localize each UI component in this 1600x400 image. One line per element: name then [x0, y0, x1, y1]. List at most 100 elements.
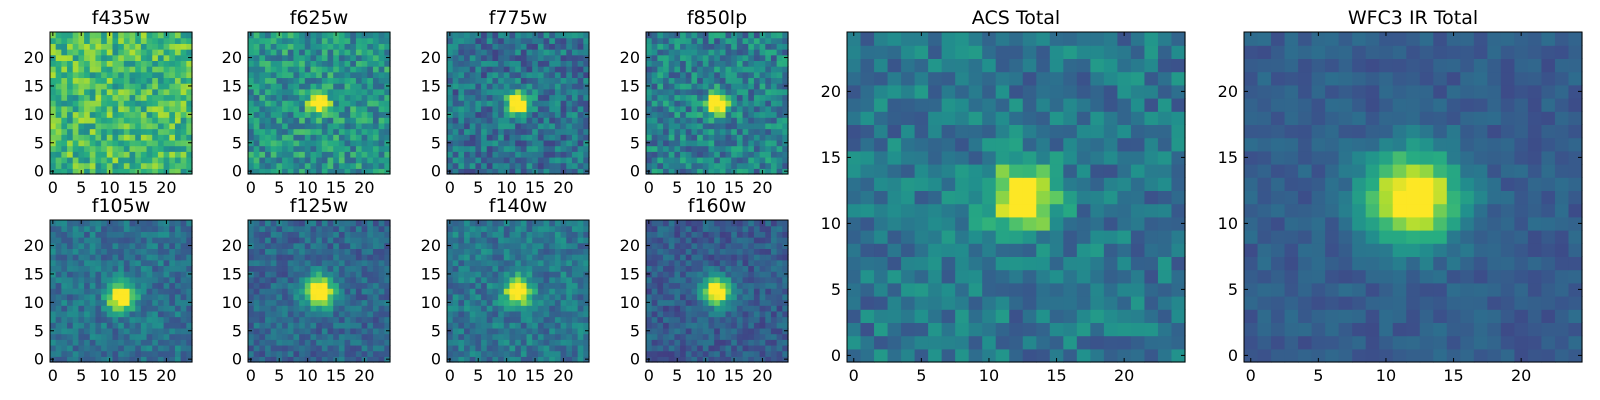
- heatmap-cell: [84, 32, 91, 39]
- heatmap-cell: [84, 105, 91, 113]
- heatmap-cell: [492, 134, 499, 141]
- heatmap-cell: [526, 350, 533, 357]
- heatmap-cell: [680, 151, 687, 158]
- heatmap-cell: [543, 111, 550, 118]
- heatmap-cell: [84, 265, 91, 272]
- heatmap-cell: [714, 145, 721, 152]
- heatmap-cell: [719, 293, 727, 301]
- heatmap-cell: [498, 151, 505, 158]
- heatmap-cell: [554, 43, 562, 50]
- heatmap-cell: [287, 339, 295, 346]
- heatmap-cell: [316, 111, 323, 118]
- heatmap-cell: [89, 242, 97, 249]
- heatmap-cell: [469, 276, 476, 284]
- heatmap-cell: [776, 327, 783, 335]
- heatmap-cell: [464, 259, 471, 267]
- heatmap-cell: [84, 356, 91, 363]
- heatmap-cell: [560, 60, 567, 67]
- heatmap-cell: [259, 248, 266, 255]
- heatmap-cell: [186, 231, 193, 238]
- heatmap-cell: [742, 105, 749, 113]
- heatmap-cell: [146, 282, 153, 289]
- heatmap-cell: [276, 100, 283, 107]
- heatmap-cell: [543, 339, 550, 346]
- heatmap-cell: [84, 220, 91, 227]
- heatmap-cell: [344, 299, 351, 306]
- heatmap-cell: [118, 237, 125, 244]
- heatmap-cell: [186, 71, 193, 79]
- heatmap-cell: [651, 83, 658, 90]
- heatmap-cell: [146, 299, 153, 306]
- heatmap-cell: [61, 293, 68, 301]
- heatmap-cell: [333, 128, 340, 135]
- heatmap-cell: [583, 265, 590, 272]
- heatmap-cell: [537, 54, 545, 61]
- heatmap-cell: [50, 316, 57, 323]
- heatmap-cell: [72, 259, 79, 267]
- heatmap-cell: [452, 225, 459, 232]
- heatmap-cell: [50, 254, 57, 261]
- heatmap-cell: [571, 293, 579, 301]
- heatmap-cell: [708, 145, 715, 152]
- heatmap-cell: [475, 322, 482, 329]
- heatmap-cell: [736, 128, 744, 135]
- heatmap-cell: [384, 305, 391, 312]
- heatmap-cell: [384, 220, 391, 227]
- heatmap-cell: [537, 259, 545, 267]
- heatmap-cell: [157, 293, 165, 301]
- heatmap-cell: [378, 327, 385, 335]
- heatmap-cell: [101, 88, 108, 96]
- heatmap-cell: [492, 168, 499, 175]
- heatmap-cell: [259, 139, 266, 147]
- heatmap-cell: [327, 117, 334, 124]
- heatmap-cell: [84, 333, 91, 340]
- heatmap-cell: [651, 43, 658, 50]
- heatmap-cell: [554, 288, 562, 295]
- heatmap-cell: [78, 88, 85, 96]
- heatmap-cell: [287, 139, 295, 147]
- heatmap-cell: [270, 271, 277, 278]
- heatmap-cell: [174, 288, 182, 295]
- heatmap-cell: [101, 134, 108, 141]
- heatmap-cell: [321, 231, 329, 238]
- heatmap-cell: [282, 117, 289, 124]
- heatmap-cell: [748, 356, 755, 363]
- heatmap-cell: [452, 168, 459, 175]
- heatmap-cell: [276, 139, 283, 147]
- heatmap-cell: [270, 100, 277, 107]
- heatmap-cell: [361, 305, 368, 312]
- heatmap-cell: [731, 77, 738, 84]
- heatmap-cell: [169, 259, 176, 267]
- heatmap-cell: [503, 288, 511, 295]
- heatmap-cell: [464, 248, 471, 255]
- heatmap-cell: [486, 54, 494, 61]
- heatmap-cell: [372, 322, 380, 329]
- heatmap-cell: [157, 117, 165, 124]
- heatmap-cell: [84, 83, 91, 90]
- heatmap-cell: [344, 293, 351, 301]
- heatmap-cell: [702, 37, 710, 44]
- heatmap-cell: [140, 344, 148, 352]
- heatmap-cell: [118, 293, 125, 301]
- heatmap-cell: [316, 282, 323, 289]
- heatmap-cell: [344, 265, 351, 272]
- heatmap-cell: [293, 288, 300, 295]
- heatmap-cell: [765, 299, 772, 306]
- heatmap-cell: [464, 117, 471, 124]
- heatmap-cell: [50, 288, 57, 295]
- heatmap-cell: [129, 293, 136, 301]
- heatmap-cell: [84, 282, 91, 289]
- heatmap-cell: [776, 43, 783, 50]
- heatmap-cell: [299, 94, 306, 101]
- heatmap-cell: [651, 66, 658, 73]
- heatmap-cell: [101, 111, 108, 118]
- heatmap-cell: [475, 88, 482, 96]
- heatmap-cell: [248, 333, 255, 340]
- heatmap-cell: [668, 271, 675, 278]
- heatmap-cell: [680, 122, 687, 130]
- heatmap-cell: [316, 100, 323, 107]
- heatmap-cell: [310, 88, 317, 96]
- heatmap-cell: [316, 151, 323, 158]
